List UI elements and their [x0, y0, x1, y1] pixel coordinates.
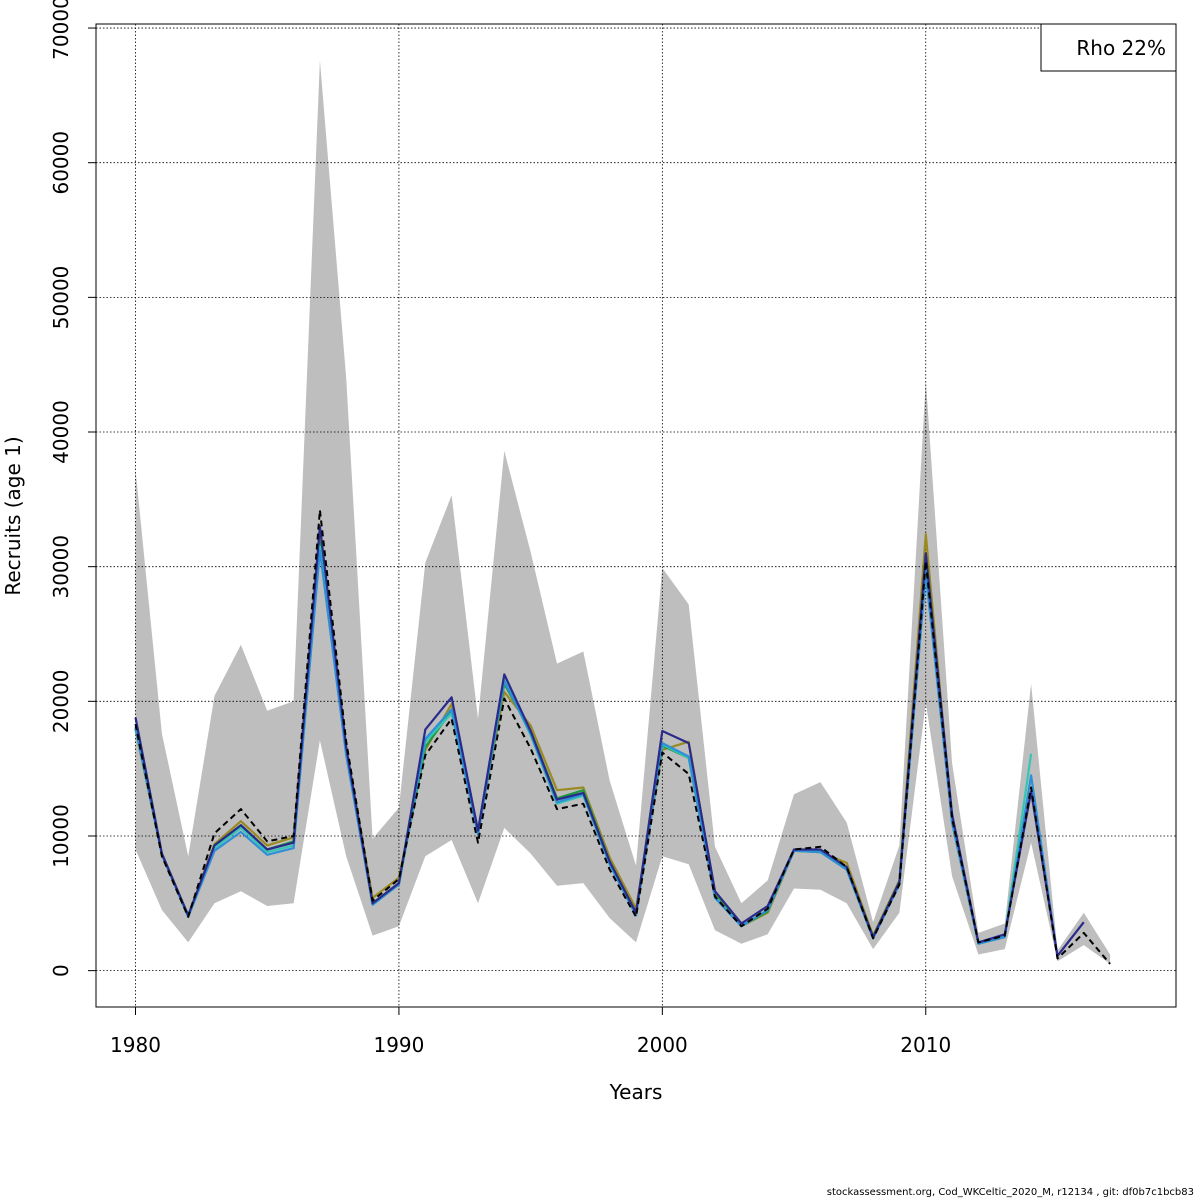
- series-line-5: [134, 533, 980, 944]
- x-axis-title: Years: [609, 1080, 663, 1104]
- x-tick-label: 1980: [110, 1033, 161, 1057]
- y-tick-label: 30000: [49, 535, 73, 599]
- series-line-0: [134, 509, 1111, 965]
- y-tick-label: 0: [49, 964, 73, 977]
- y-tick-label: 10000: [49, 804, 73, 868]
- y-tick-label: 40000: [49, 400, 73, 464]
- legend: Rho 22%: [1040, 23, 1177, 72]
- y-tick-label: 20000: [49, 669, 73, 733]
- plot-frame: [95, 23, 1177, 1008]
- x-tick-label: 2010: [900, 1033, 951, 1057]
- x-tick-label: 1990: [373, 1033, 424, 1057]
- axis-layer: 1980 1990 2000 2010 0 10000 20000 30000 40000 500…: [49, 0, 951, 1057]
- y-tick-label: 60000: [49, 131, 73, 195]
- legend-box: [1040, 23, 1177, 72]
- series-layer: [134, 509, 1111, 965]
- y-axis-title: Recruits (age 1): [1, 436, 25, 595]
- series-line-1: [134, 525, 1085, 957]
- footer-credit: stockassessment.org, Cod_WKCeltic_2020_M…: [826, 1187, 1194, 1198]
- legend-rho-label: Rho 22%: [1076, 36, 1166, 60]
- confidence-band: [135, 60, 1111, 964]
- x-tick-label: 2000: [637, 1033, 688, 1057]
- grid-layer: [96, 24, 1176, 1007]
- y-tick-label: 50000: [49, 266, 73, 330]
- confidence-band-layer: [135, 60, 1111, 964]
- y-tick-label: 70000: [49, 0, 73, 60]
